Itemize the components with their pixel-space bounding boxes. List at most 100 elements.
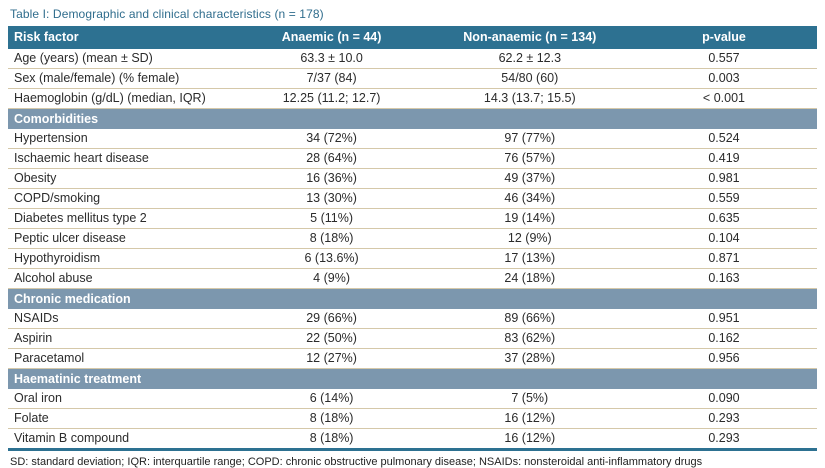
p-value-cell: 0.524 <box>630 129 817 149</box>
row-label-cell: Sex (male/female) (% female) <box>8 68 235 89</box>
p-value-cell: 0.981 <box>630 168 817 189</box>
section-header-label: Chronic medication <box>8 288 817 309</box>
p-value-cell: 0.419 <box>630 148 817 169</box>
anaemic-value-cell: 8 (18%) <box>234 228 429 249</box>
table-row: Obesity 16 (36%) 49 (37%) 0.981 <box>8 168 817 189</box>
row-label-cell: Peptic ulcer disease <box>8 228 235 249</box>
anaemic-value-cell: 4 (9%) <box>234 268 429 289</box>
row-label-cell: Paracetamol <box>8 348 235 369</box>
anaemic-value-cell: 63.3 ± 10.0 <box>234 49 429 69</box>
column-header-risk-factor: Risk factor <box>8 26 235 49</box>
p-value-cell: 0.557 <box>630 49 817 69</box>
table-row: Oral iron 6 (14%) 7 (5%) 0.090 <box>8 389 817 409</box>
anaemic-value-cell: 12.25 (11.2; 12.7) <box>234 88 429 109</box>
anaemic-value-cell: 8 (18%) <box>309 431 354 445</box>
row-label-cell: Hypothyroidism <box>8 248 235 269</box>
non-anaemic-value-cell: 49 (37%) <box>428 168 631 189</box>
p-value-cell: 0.951 <box>630 309 817 329</box>
non-anaemic-value-cell: 12 (9%) <box>428 228 631 249</box>
row-label-cell: Ischaemic heart disease <box>8 148 235 169</box>
anaemic-value-cell: 13 (30%) <box>234 188 429 209</box>
p-value-cell: 0.163 <box>630 268 817 289</box>
row-label-cell: Diabetes mellitus type 2 <box>8 208 235 229</box>
non-anaemic-value-cell: 24 (18%) <box>428 268 631 289</box>
table-row: Peptic ulcer disease 8 (18%) 12 (9%) 0.104 <box>8 228 817 249</box>
non-anaemic-value-cell: 17 (13%) <box>428 248 631 269</box>
anaemic-value-cell: 22 (50%) <box>234 328 429 349</box>
p-value-cell: 0.293 <box>708 431 740 445</box>
non-anaemic-value-cell: 97 (77%) <box>428 129 631 149</box>
table-row: Paracetamol 12 (27%) 37 (28%) 0.956 <box>8 348 817 369</box>
column-header-anaemic: Anaemic (n = 44) <box>234 26 429 49</box>
p-value-cell: 0.003 <box>630 68 817 89</box>
table-title: Table I: Demographic and clinical charac… <box>10 7 324 21</box>
section-header-row: Haematinic treatment <box>8 368 817 389</box>
p-value-cell: < 0.001 <box>630 88 817 109</box>
anaemic-value-cell: 6 (14%) <box>234 389 429 409</box>
p-value-cell: 0.293 <box>630 408 817 429</box>
table-row: Hypothyroidism 6 (13.6%) 17 (13%) 0.871 <box>8 248 817 269</box>
anaemic-value-cell: 5 (11%) <box>234 208 429 229</box>
anaemic-value-cell: 34 (72%) <box>234 129 429 149</box>
table-row: Aspirin 22 (50%) 83 (62%) 0.162 <box>8 328 817 349</box>
non-anaemic-value-cell: 83 (62%) <box>428 328 631 349</box>
non-anaemic-value-cell: 54/80 (60) <box>428 68 631 89</box>
table-row: Sex (male/female) (% female) 7/37 (84) 54/… <box>8 68 817 89</box>
row-label-cell: Aspirin <box>8 328 235 349</box>
non-anaemic-value-cell: 16 (12%) <box>504 431 556 445</box>
table-row: Folate 8 (18%) 16 (12%) 0.293 <box>8 408 817 429</box>
row-label-cell: Haemoglobin (g/dL) (median, IQR) <box>8 88 235 109</box>
non-anaemic-value-cell: 37 (28%) <box>428 348 631 369</box>
table-row: NSAIDs 29 (66%) 89 (66%) 0.951 <box>8 309 817 329</box>
row-label-cell: Folate <box>8 408 235 429</box>
p-value-cell: 0.090 <box>630 389 817 409</box>
non-anaemic-value-cell: 46 (34%) <box>428 188 631 209</box>
p-value-cell: 0.956 <box>630 348 817 369</box>
table-row: Alcohol abuse 4 (9%) 24 (18%) 0.163 <box>8 268 817 289</box>
row-label-cell: Vitamin B compound <box>14 431 130 445</box>
non-anaemic-value-cell: 62.2 ± 12.3 <box>428 49 631 69</box>
section-header-label: Haematinic treatment <box>8 368 817 389</box>
p-value-cell: 0.559 <box>630 188 817 209</box>
anaemic-value-cell: 6 (13.6%) <box>234 248 429 269</box>
p-value-cell: 0.104 <box>630 228 817 249</box>
non-anaemic-value-cell: 16 (12%) <box>428 408 631 429</box>
row-label-cell: COPD/smoking <box>8 188 235 209</box>
table-row: Age (years) (mean ± SD) 63.3 ± 10.0 62.2 ±… <box>8 49 817 69</box>
table-footnote: SD: standard deviation; IQR: interquarti… <box>10 456 817 468</box>
anaemic-value-cell: 8 (18%) <box>234 408 429 429</box>
non-anaemic-value-cell: 89 (66%) <box>428 309 631 329</box>
anaemic-value-cell: 29 (66%) <box>234 309 429 329</box>
row-label-cell: Hypertension <box>8 129 235 149</box>
anaemic-value-cell: 7/37 (84) <box>234 68 429 89</box>
section-header-row: Comorbidities <box>8 108 817 129</box>
row-label-cell: Age (years) (mean ± SD) <box>8 49 235 69</box>
demographics-table: Risk factor Anaemic (n = 44) Non-anaemic… <box>8 26 817 451</box>
table-row: COPD/smoking 13 (30%) 46 (34%) 0.559 <box>8 188 817 209</box>
non-anaemic-value-cell: 19 (14%) <box>428 208 631 229</box>
row-label-cell: Alcohol abuse <box>8 268 235 289</box>
section-header-row: Chronic medication <box>8 288 817 309</box>
p-value-cell: 0.635 <box>630 208 817 229</box>
anaemic-value-cell: 12 (27%) <box>234 348 429 369</box>
anaemic-value-cell: 16 (36%) <box>234 168 429 189</box>
p-value-cell: 0.871 <box>630 248 817 269</box>
table-body: Age (years) (mean ± SD) 63.3 ± 10.0 62.2 ±… <box>8 49 817 450</box>
row-label-cell: Oral iron <box>8 389 235 409</box>
section-header-label: Comorbidities <box>8 108 817 129</box>
non-anaemic-value-cell: 76 (57%) <box>428 148 631 169</box>
table-row: Vitamin B compound 8 (18%) 16 (12%) 0.293 <box>8 429 817 450</box>
column-header-non-anaemic: Non-anaemic (n = 134) <box>428 26 631 49</box>
table-row: Haemoglobin (g/dL) (median, IQR) 12.25 (1… <box>8 88 817 109</box>
row-label-cell: Obesity <box>8 168 235 189</box>
table-row: Hypertension 34 (72%) 97 (77%) 0.524 <box>8 129 817 149</box>
row-label-cell: NSAIDs <box>8 309 235 329</box>
anaemic-value-cell: 28 (64%) <box>234 148 429 169</box>
table-row: Ischaemic heart disease 28 (64%) 76 (57%) 0… <box>8 148 817 169</box>
non-anaemic-value-cell: 7 (5%) <box>428 389 631 409</box>
column-header-p-value: p-value <box>630 26 817 49</box>
column-header-row: Risk factor Anaemic (n = 44) Non-anaemic… <box>8 26 817 49</box>
p-value-cell: 0.162 <box>630 328 817 349</box>
non-anaemic-value-cell: 14.3 (13.7; 15.5) <box>428 88 631 109</box>
